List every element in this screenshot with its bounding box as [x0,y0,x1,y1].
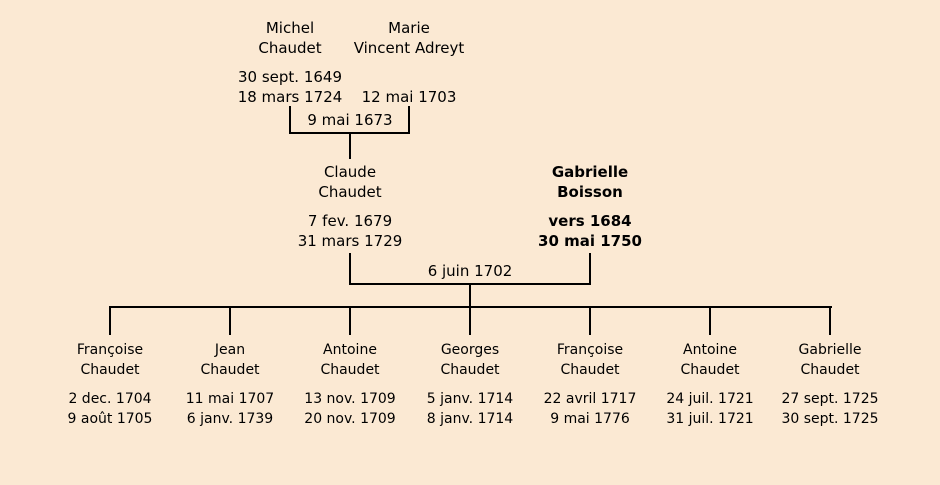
person-last-name: Chaudet [320,362,380,378]
person-death-date: 6 janv. 1739 [186,411,274,427]
child6-connector [709,306,711,335]
person-birth-date: vers 1684 [548,212,632,230]
person-birth-date: 22 avril 1717 [543,391,637,407]
person-last-name: Chaudet [258,39,322,57]
person-first-name: Gabrielle [551,163,629,181]
marriage2-descent-connector [469,283,471,308]
person-last-name: Chaudet [80,362,140,378]
person-death-date: 9 août 1705 [67,411,153,427]
person-first-name: Gabrielle [798,342,862,358]
person-child-jean[interactable]: Jean Chaudet 11 mai 1707 6 janv. 1739 [168,340,292,429]
person-first-name: Georges [440,342,500,358]
person-last-name: Chaudet [560,362,620,378]
person-death-date: 30 mai 1750 [538,232,642,250]
person-first-name: Antoine [323,342,377,358]
person-death-date: 30 sept. 1725 [781,411,879,427]
person-death-date: 9 mai 1776 [550,411,630,427]
child7-connector [829,306,831,335]
person-child-antoine-1[interactable]: Antoine Chaudet 13 nov. 1709 20 nov. 170… [288,340,412,429]
person-last-name: Chaudet [800,362,860,378]
person-birth-date: 7 fev. 1679 [307,212,393,230]
person-birth-date: 11 mai 1707 [185,391,275,407]
child1-connector [109,306,111,335]
child5-connector [589,306,591,335]
person-last-name: Chaudet [440,362,500,378]
person-child-gabrielle[interactable]: Gabrielle Chaudet 27 sept. 1725 30 sept.… [768,340,892,429]
person-birth-date: 13 nov. 1709 [304,391,396,407]
person-birth-date: 2 dec. 1704 [68,391,152,407]
person-death-date: 31 juil. 1721 [666,411,754,427]
person-marie-vincent-adreyt[interactable]: Marie Vincent Adreyt 12 mai 1703 [334,18,484,107]
person-child-georges[interactable]: Georges Chaudet 5 janv. 1714 8 janv. 171… [408,340,532,429]
marriage2-right-connector [589,253,591,283]
person-last-name: Boisson [557,183,623,201]
person-child-antoine-2[interactable]: Antoine Chaudet 24 juil. 1721 31 juil. 1… [648,340,772,429]
person-claude-chaudet[interactable]: Claude Chaudet 7 fev. 1679 31 mars 1729 [275,162,425,251]
person-michel-chaudet[interactable]: Michel Chaudet 30 sept. 1649 18 mars 172… [215,18,365,107]
person-first-name: Antoine [683,342,737,358]
child4-connector [469,306,471,335]
person-first-name: Michel [265,19,315,37]
person-child-francoise-2[interactable]: Françoise Chaudet 22 avril 1717 9 mai 17… [528,340,652,429]
marriage1-descent-connector [349,132,351,159]
marriage1-date-label: 9 mai 1673 [307,111,393,129]
person-last-name: Chaudet [680,362,740,378]
person-death-date: 20 nov. 1709 [304,411,396,427]
person-last-name: Chaudet [200,362,260,378]
person-first-name: Marie [388,19,430,37]
marriage1-right-connector [408,106,410,132]
child2-connector [229,306,231,335]
person-first-name: Jean [214,342,246,358]
person-death-date: 31 mars 1729 [297,232,403,250]
marriage2-date-label: 6 juin 1702 [427,262,513,280]
person-death-date: 18 mars 1724 [237,88,343,106]
person-birth-date [334,67,484,87]
person-birth-date: 27 sept. 1725 [781,391,879,407]
person-child-francoise-1[interactable]: Françoise Chaudet 2 dec. 1704 9 août 170… [48,340,172,429]
marriage1-left-connector [289,106,291,132]
person-first-name: Claude [323,163,377,181]
person-birth-date: 30 sept. 1649 [237,68,342,86]
person-death-date: 8 janv. 1714 [426,411,514,427]
person-gabrielle-boisson[interactable]: Gabrielle Boisson vers 1684 30 mai 1750 [515,162,665,251]
person-last-name: Chaudet [318,183,382,201]
person-last-name: Vincent Adreyt [353,39,465,57]
person-first-name: Françoise [556,342,624,358]
marriage2-left-connector [349,253,351,283]
person-birth-date: 5 janv. 1714 [426,391,514,407]
child3-connector [349,306,351,335]
person-death-date: 12 mai 1703 [361,88,457,106]
person-birth-date: 24 juil. 1721 [666,391,754,407]
person-first-name: Françoise [76,342,144,358]
